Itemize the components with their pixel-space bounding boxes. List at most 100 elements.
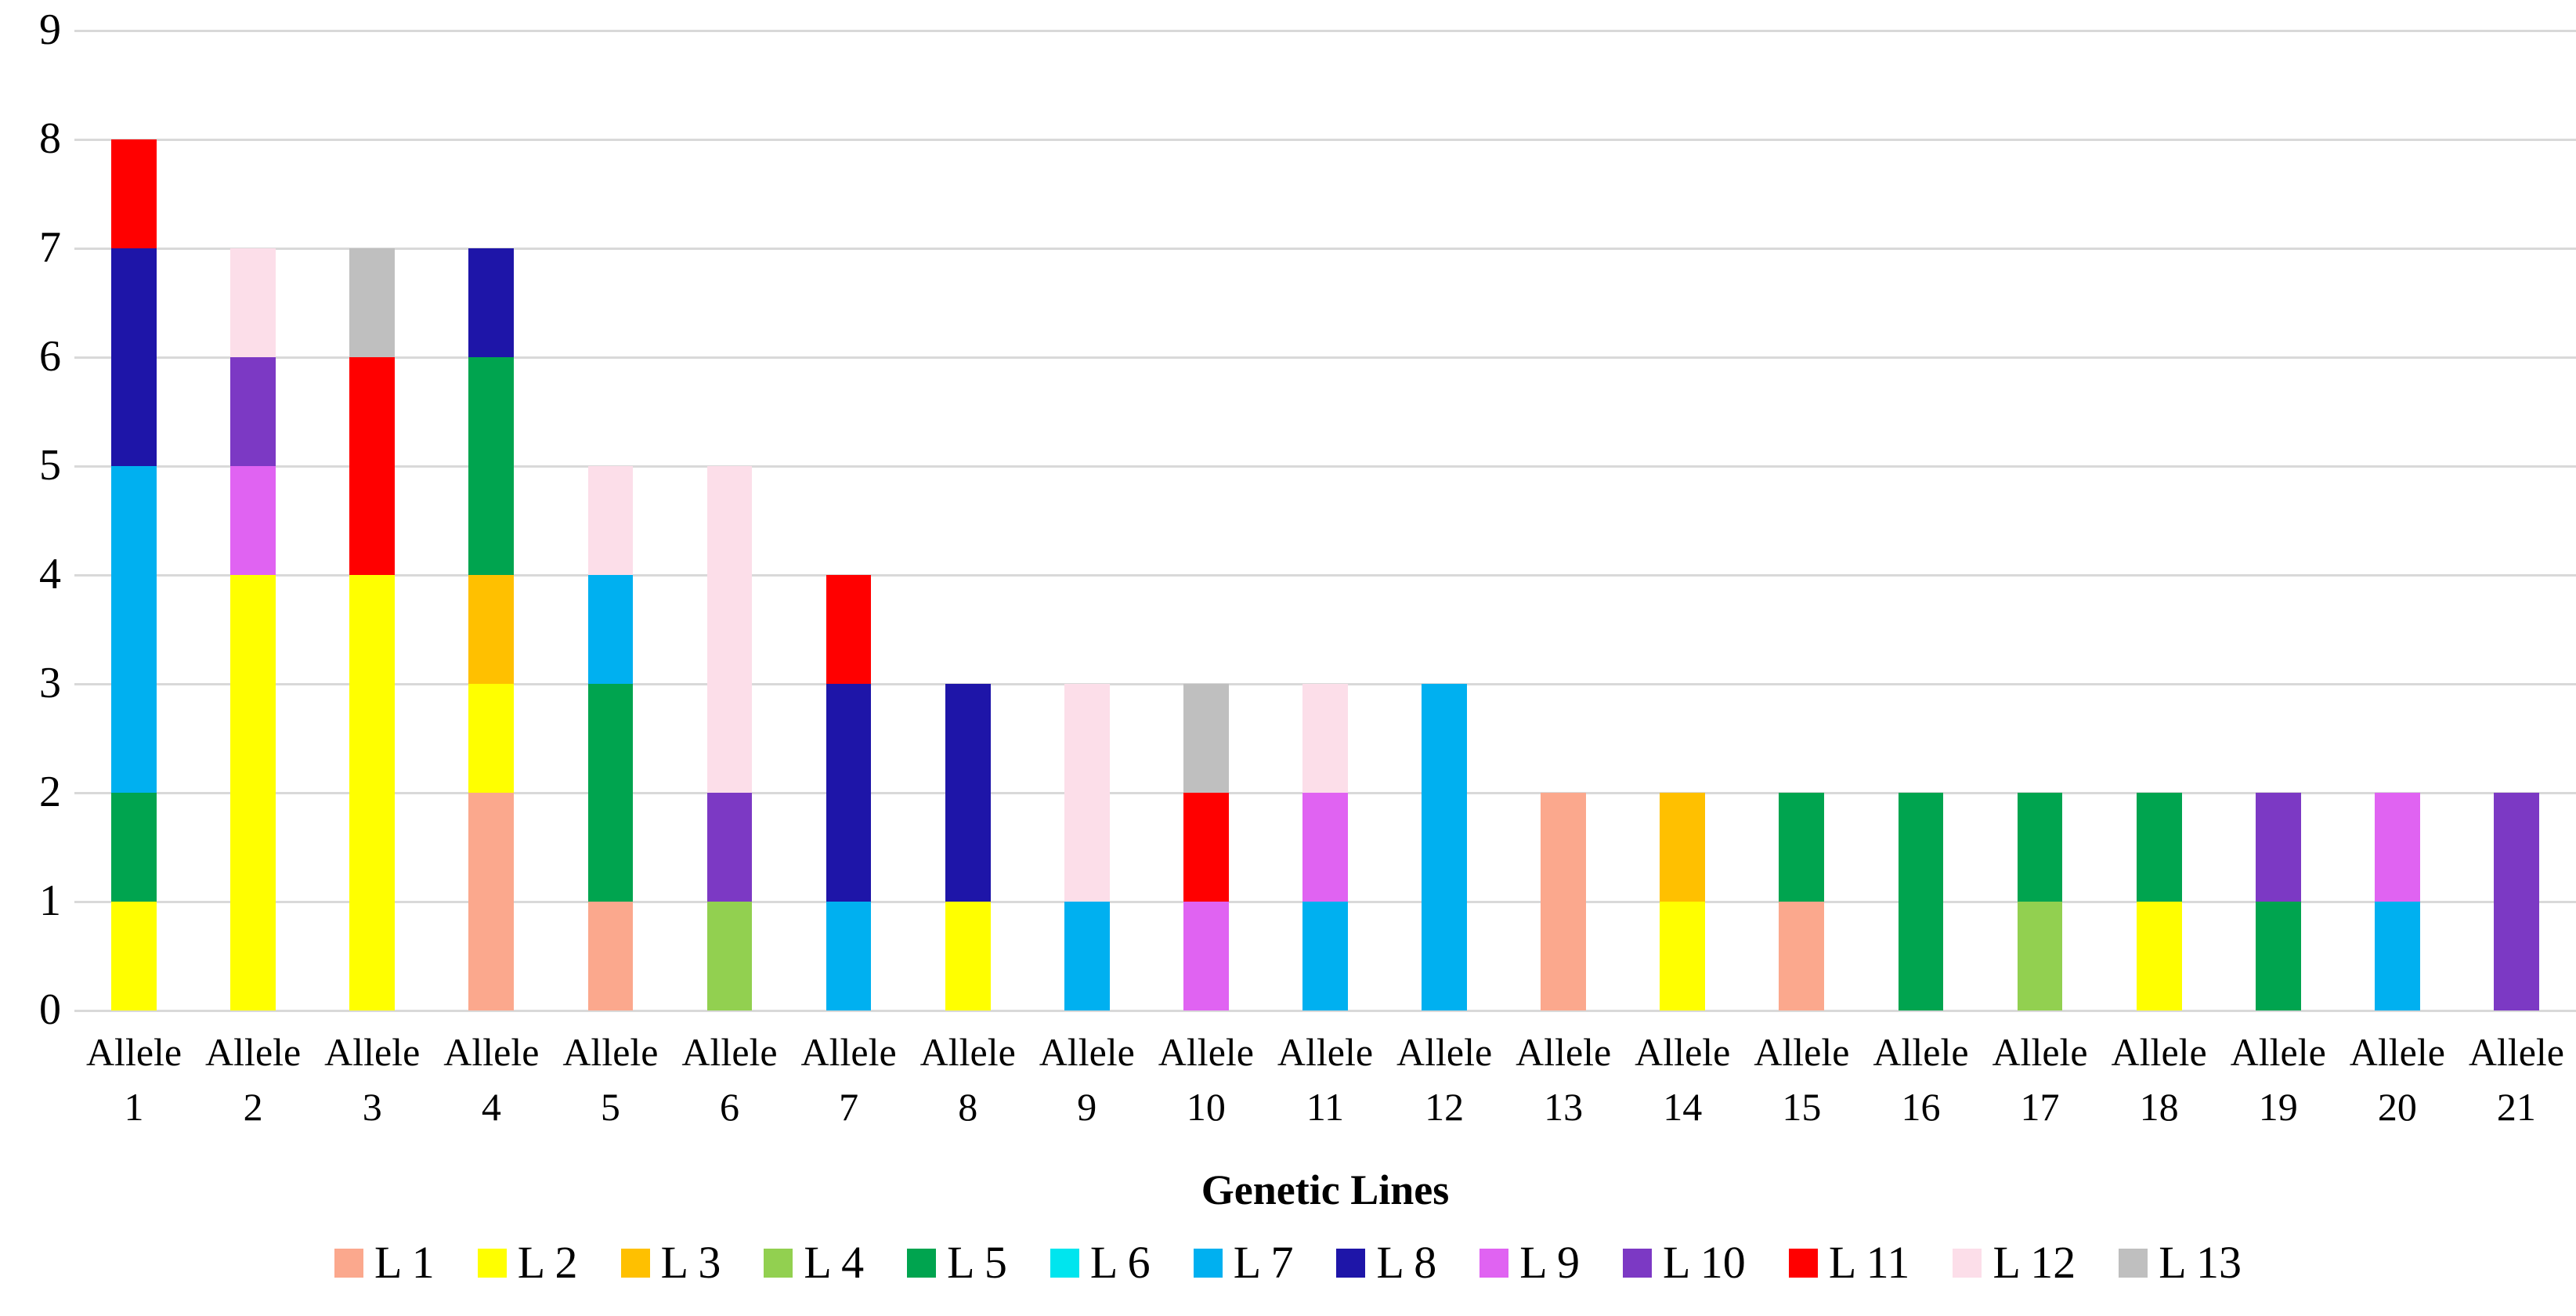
bar-segment — [826, 575, 872, 684]
x-axis-tick-label: Allele 5 — [562, 1030, 659, 1129]
x-axis-tick-label: Allele 16 — [1873, 1030, 1969, 1129]
x-axis: Allele 1 Allele 2 Allele 3 Allele 4 Allele 5 Allel… — [74, 1025, 2576, 1134]
bar-segment — [2494, 793, 2539, 1010]
bar-column — [74, 31, 193, 1010]
bar-segment — [1302, 793, 1348, 902]
bar-segment — [230, 357, 276, 466]
bar-column — [1981, 31, 2100, 1010]
legend-item: L 1 — [334, 1240, 435, 1285]
bar-column — [551, 31, 670, 1010]
gridline — [74, 573, 2576, 577]
legend-swatch — [2119, 1248, 2148, 1278]
legend-swatch — [1623, 1248, 1653, 1278]
x-axis-tick-label: Allele 14 — [1635, 1030, 1731, 1129]
stacked-bar — [1541, 793, 1587, 1010]
bar-segment — [1779, 902, 1825, 1010]
y-axis-tick-label: 1 — [39, 876, 61, 925]
legend-swatch — [907, 1248, 937, 1278]
gridline — [74, 29, 2576, 32]
legend-item: L 2 — [477, 1237, 578, 1288]
bar-column — [1742, 31, 1861, 1010]
x-axis-tick-label: Allele 17 — [1992, 1030, 2088, 1129]
bar-segment — [2255, 902, 2301, 1010]
stacked-bar — [2374, 793, 2420, 1010]
bar-column — [789, 31, 909, 1010]
legend-item: L 11 — [1788, 1237, 1910, 1288]
bar-segment — [1183, 793, 1229, 902]
bar-column — [1266, 31, 1385, 1010]
stacked-bar — [2255, 793, 2301, 1010]
y-axis-tick-label: 7 — [39, 222, 61, 272]
bar-segment — [1302, 902, 1348, 1010]
legend-swatch — [477, 1248, 507, 1278]
legend-label: L 1 — [374, 1237, 435, 1288]
legend-item: L 12 — [1953, 1240, 2076, 1285]
stacked-bar — [1422, 684, 1467, 1010]
bar-segment — [111, 139, 157, 248]
bar-segment — [1660, 793, 1706, 902]
bar-segment — [2017, 793, 2063, 902]
x-axis-tick-label: Allele 10 — [1158, 1030, 1254, 1129]
bar-segment — [1898, 793, 1944, 1010]
bar-segment — [706, 793, 753, 902]
x-axis-tick-label: Allele 21 — [2468, 1030, 2564, 1129]
legend-item: L 5 — [907, 1240, 1007, 1285]
stacked-bar — [1660, 793, 1706, 1010]
stacked-bar — [468, 248, 515, 1010]
legend-label: L 11 — [1828, 1237, 1910, 1288]
x-axis-tick-label: Allele 9 — [1039, 1030, 1135, 1129]
legend-label: L 4 — [804, 1237, 865, 1288]
legend-label: L 2 — [517, 1237, 578, 1288]
legend-item: L 6 — [1050, 1240, 1151, 1285]
x-axis-tick-label: Allele 20 — [2349, 1030, 2445, 1129]
y-axis-tick-label: 6 — [39, 331, 61, 381]
legend-swatch — [764, 1248, 793, 1278]
legend-swatch — [1336, 1248, 1366, 1278]
bar-segment — [826, 902, 872, 1010]
x-axis-tick-label: Allele 12 — [1396, 1030, 1493, 1129]
stacked-bar — [349, 248, 396, 1010]
bar-segment — [1064, 684, 1110, 902]
legend-item: L 13 — [2119, 1240, 2242, 1285]
bar-segment — [2136, 902, 2182, 1010]
stacked-bar — [1064, 684, 1110, 1010]
legend-swatch — [334, 1248, 363, 1278]
bar-column — [1028, 31, 1147, 1010]
stacked-bar — [230, 248, 276, 1010]
bar-segment — [1183, 684, 1229, 793]
y-axis-tick-label: 3 — [39, 658, 61, 707]
legend-label: L 9 — [1519, 1237, 1581, 1288]
y-axis-tick-label: 2 — [39, 767, 61, 816]
legend-item: L 7 — [1193, 1237, 1294, 1288]
legend-item: L 4 — [764, 1240, 864, 1285]
x-axis-tick-label: Allele 2 — [205, 1030, 302, 1129]
bar-segment — [587, 466, 634, 575]
stacked-bar — [587, 466, 634, 1010]
bar-segment — [826, 684, 872, 902]
stacked-bar — [706, 466, 753, 1010]
stacked-bar — [945, 684, 991, 1010]
bar-segment — [468, 793, 515, 1010]
bar-segment — [2017, 902, 2063, 1010]
x-axis-tick-label: Allele 19 — [2230, 1030, 2326, 1129]
bars-container — [74, 31, 2576, 1010]
bar-segment — [230, 466, 276, 575]
x-axis-title: Genetic Lines — [1201, 1166, 1450, 1213]
bar-column — [1147, 31, 1266, 1010]
x-axis-tick-label: Allele 18 — [2111, 1030, 2207, 1129]
bar-segment — [706, 466, 753, 793]
bar-segment — [587, 684, 634, 902]
legend-label: L 8 — [1376, 1237, 1437, 1288]
legend-label: L 7 — [1233, 1237, 1294, 1288]
legend: L 1 L 2 L 3 L 4 L 5 L 6 L 7 L 8 L 9 L 10 L 11 L 12 L… — [0, 1240, 2576, 1285]
bar-segment — [2255, 793, 2301, 902]
legend-label: L 6 — [1089, 1237, 1151, 1288]
legend-label: L 13 — [2159, 1237, 2242, 1288]
legend-swatch — [1050, 1248, 1079, 1278]
bar-segment — [230, 248, 276, 357]
bar-column — [432, 31, 551, 1010]
stacked-bar — [1898, 793, 1944, 1010]
y-axis-tick-label: 4 — [39, 549, 61, 598]
bar-segment — [1422, 684, 1467, 1010]
